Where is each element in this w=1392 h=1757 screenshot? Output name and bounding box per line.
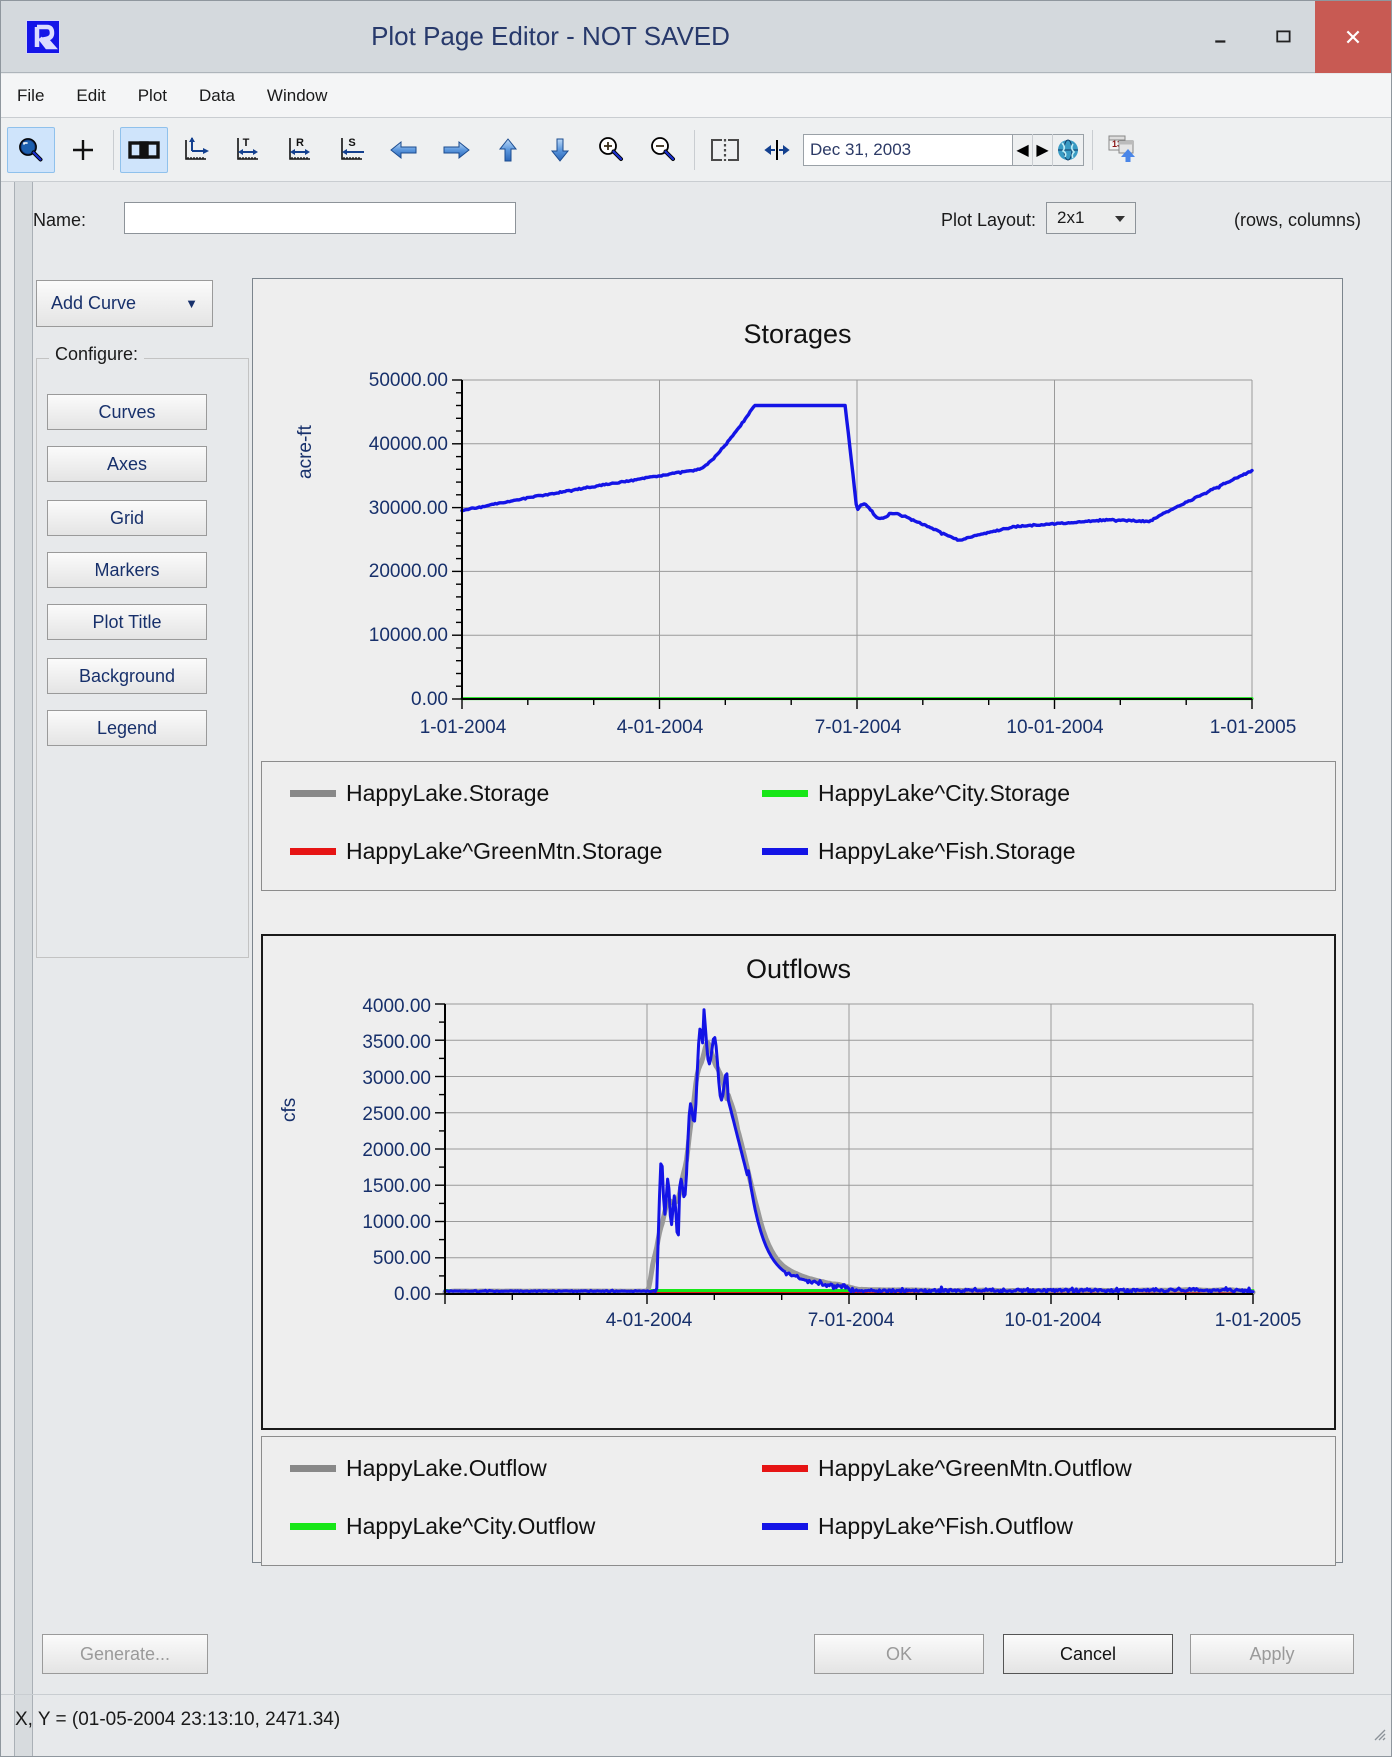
svg-text:R: R (296, 137, 304, 149)
svg-text:T: T (243, 137, 250, 149)
svg-text:S: S (348, 137, 355, 149)
